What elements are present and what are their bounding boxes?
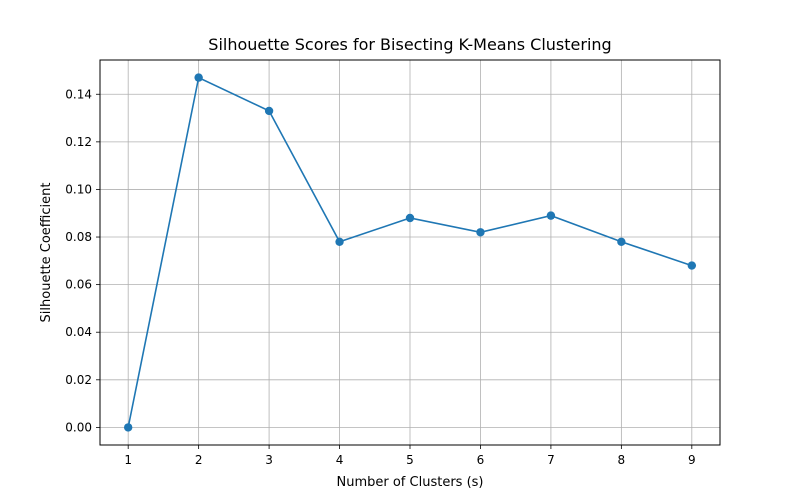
x-tick-label: 1 [124, 453, 132, 467]
data-point [264, 106, 274, 116]
y-tick-label: 0.00 [65, 420, 92, 434]
data-point [194, 73, 203, 82]
y-tick-label: 0.02 [65, 373, 92, 387]
x-tick-label: 3 [265, 453, 273, 467]
x-tick-label: 9 [688, 453, 696, 467]
x-tick-label: 8 [618, 453, 626, 467]
y-tick-label: 0.12 [65, 135, 92, 149]
x-tick-label: 2 [195, 453, 203, 467]
x-tick-label: 4 [336, 453, 344, 467]
y-tick-label: 0.06 [65, 278, 92, 292]
data-point [335, 237, 344, 246]
grid [100, 60, 720, 445]
data-point [123, 423, 133, 432]
y-tick-label: 0.10 [65, 182, 92, 196]
x-tick-label: 6 [477, 453, 485, 467]
y-tick-label: 0.14 [65, 87, 92, 101]
data-point [546, 211, 556, 220]
y-tick-label: 0.04 [65, 325, 92, 339]
x-tick-label: 7 [547, 453, 555, 467]
x-axis-label: Number of Clusters (s) [337, 475, 484, 490]
series [123, 73, 697, 432]
data-point [617, 237, 626, 246]
chart-title: Silhouette Scores for Bisecting K-Means … [208, 35, 611, 54]
x-tick-label: 5 [406, 453, 414, 467]
axis-ticks: 1 2 3 4 5 6 7 8 9 0.00 0.02 0.04 0.06 0.08 0.10 0.12 0.1… [65, 87, 695, 467]
data-point [405, 213, 415, 223]
y-tick-label: 0.08 [65, 230, 92, 244]
data-point [476, 228, 485, 237]
y-axis-label: Silhouette Coefficient [39, 183, 54, 323]
data-point [687, 261, 697, 270]
